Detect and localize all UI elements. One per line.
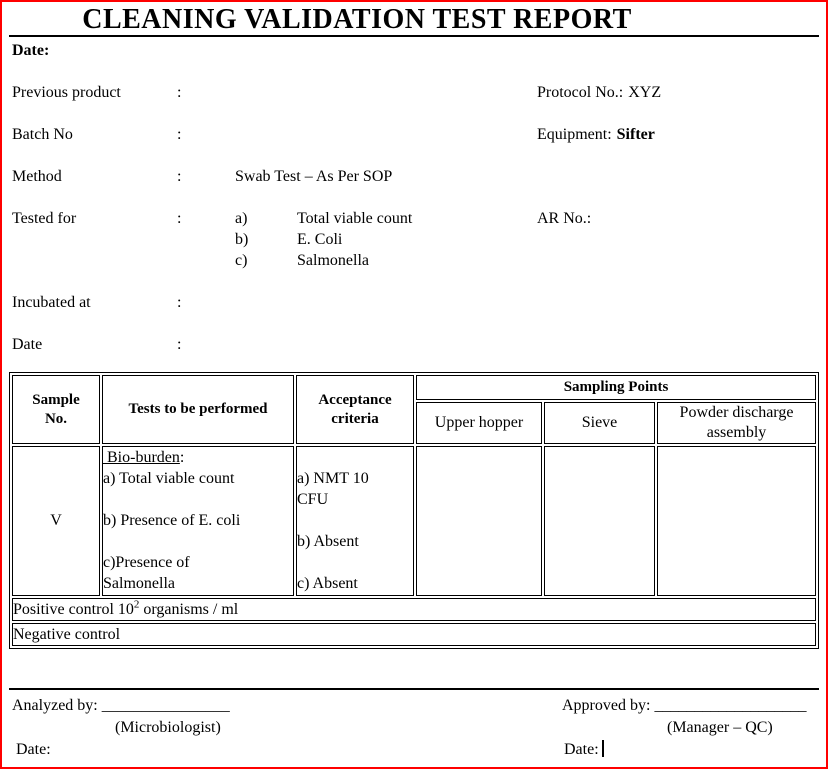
item-a-letter: a) <box>235 210 248 227</box>
equipment-label: Equipment: <box>537 126 612 143</box>
item-b-letter: b) <box>235 231 249 248</box>
approved-by-signature-line: ___________________ <box>650 697 807 714</box>
analyzed-by-signature-line: ________________ <box>97 697 230 714</box>
sample-row: V Bio-burden: a) Total viable count b) P… <box>12 446 816 596</box>
row-incubated-at: Incubated at : <box>12 292 826 313</box>
tested-for-label: Tested for <box>12 210 77 227</box>
previous-product-label: Previous product <box>12 84 121 101</box>
signature-rule <box>9 688 819 690</box>
analyzed-date-label: Date: <box>16 741 51 758</box>
method-colon: : <box>177 168 182 185</box>
row-method: Method : Swab Test – As Per SOP <box>12 166 826 187</box>
batch-no-label: Batch No <box>12 126 73 143</box>
approved-by-line: Approved by: ___________________ <box>562 695 826 717</box>
result-upper-hopper-cell <box>416 446 542 596</box>
protocol-no-value: XYZ <box>628 84 662 101</box>
analyzed-by-label: Analyzed by: <box>12 697 98 714</box>
approved-date-line: Date: <box>562 739 826 761</box>
tested-for-item-c: c) Salmonella <box>235 250 537 271</box>
acceptance-body: a) NMT 10 CFU b) Absent c) Absent <box>297 470 369 592</box>
info-section: Previous product : Protocol No.: XYZ Batc… <box>12 82 826 355</box>
tests-heading: Bio-burden: <box>103 449 185 466</box>
header-tests: Tests to be performed <box>102 375 294 444</box>
approved-date-label: Date: <box>564 741 599 758</box>
result-powder-discharge-cell <box>657 446 816 596</box>
approved-by-label: Approved by: <box>562 697 651 714</box>
row-batch-no: Batch No : Equipment: Sifter <box>12 124 826 145</box>
date-top-label: Date: <box>12 42 50 59</box>
tests-body: a) Total viable count b) Presence of E. … <box>103 470 241 592</box>
negative-control-cell: Negative control <box>12 623 816 646</box>
header-sieve: Sieve <box>544 402 655 444</box>
analyzed-by-block: Analyzed by: ________________ (Microbiol… <box>12 695 562 761</box>
header-powder-discharge: Powder discharge assembly <box>657 402 816 444</box>
item-a-text: Total viable count <box>297 210 413 227</box>
signature-section: Analyzed by: ________________ (Microbiol… <box>2 690 826 761</box>
item-b-text: E. Coli <box>297 231 343 248</box>
item-c-letter: c) <box>235 252 248 269</box>
results-table: Sample No. Tests to be performed Accepta… <box>9 372 819 649</box>
analyzed-by-role: (Microbiologist) <box>115 719 221 736</box>
method-value: Swab Test – As Per SOP <box>235 168 393 185</box>
tests-cell: Bio-burden: a) Total viable count b) Pre… <box>102 446 294 596</box>
table-header-row-2: Upper hopper Sieve Powder discharge asse… <box>12 402 816 444</box>
approved-by-role: (Manager – QC) <box>667 719 773 736</box>
method-label: Method <box>12 168 62 185</box>
row-tested-for: Tested for : a) Total viable count b) E.… <box>12 208 826 271</box>
superscript-2: 2 <box>133 598 140 611</box>
equipment-value: Sifter <box>616 126 655 143</box>
text-caret <box>601 740 604 757</box>
item-c-text: Salmonella <box>297 252 369 269</box>
equipment: Equipment: Sifter <box>537 124 826 145</box>
date-colon: : <box>177 336 182 353</box>
protocol-no-label: Protocol No.: <box>537 84 624 101</box>
ar-no-label: AR No.: <box>537 210 592 227</box>
acceptance-cell: a) NMT 10 CFU b) Absent c) Absent <box>296 446 414 596</box>
batch-no-colon: : <box>177 126 182 143</box>
header-upper-hopper: Upper hopper <box>416 402 542 444</box>
positive-control-cell: Positive control 102 organisms / ml <box>12 598 816 621</box>
report-title: CLEANING VALIDATION TEST REPORT <box>82 4 632 35</box>
analyzed-by-line: Analyzed by: ________________ <box>12 695 562 717</box>
row-previous-product: Previous product : Protocol No.: XYZ <box>12 82 826 103</box>
previous-product-colon: : <box>177 84 182 101</box>
title-rule <box>9 35 819 37</box>
sample-no-cell: V <box>12 446 100 596</box>
date-label: Date <box>12 336 43 353</box>
positive-control-row: Positive control 102 organisms / ml <box>12 598 816 621</box>
approved-by-block: Approved by: ___________________ (Manage… <box>562 695 826 761</box>
protocol-no: Protocol No.: XYZ <box>537 82 826 103</box>
table-header-row-1: Sample No. Tests to be performed Accepta… <box>12 375 816 444</box>
row-date: Date : <box>12 334 826 355</box>
header-sample-no: Sample No. <box>12 375 100 444</box>
tested-for-item-a: a) Total viable count <box>235 208 537 229</box>
tested-for-colon: : <box>177 210 182 227</box>
tested-for-item-b: b) E. Coli <box>235 229 537 250</box>
incubated-at-label: Incubated at <box>12 294 91 311</box>
header-acceptance: Acceptance criteria <box>296 375 414 444</box>
negative-control-row: Negative control <box>12 623 816 646</box>
incubated-at-colon: : <box>177 294 182 311</box>
header-sampling-points: Sampling Points <box>416 375 816 400</box>
result-sieve-cell <box>544 446 655 596</box>
tested-for-list: a) Total viable count b) E. Coli c) Salm… <box>235 208 537 271</box>
